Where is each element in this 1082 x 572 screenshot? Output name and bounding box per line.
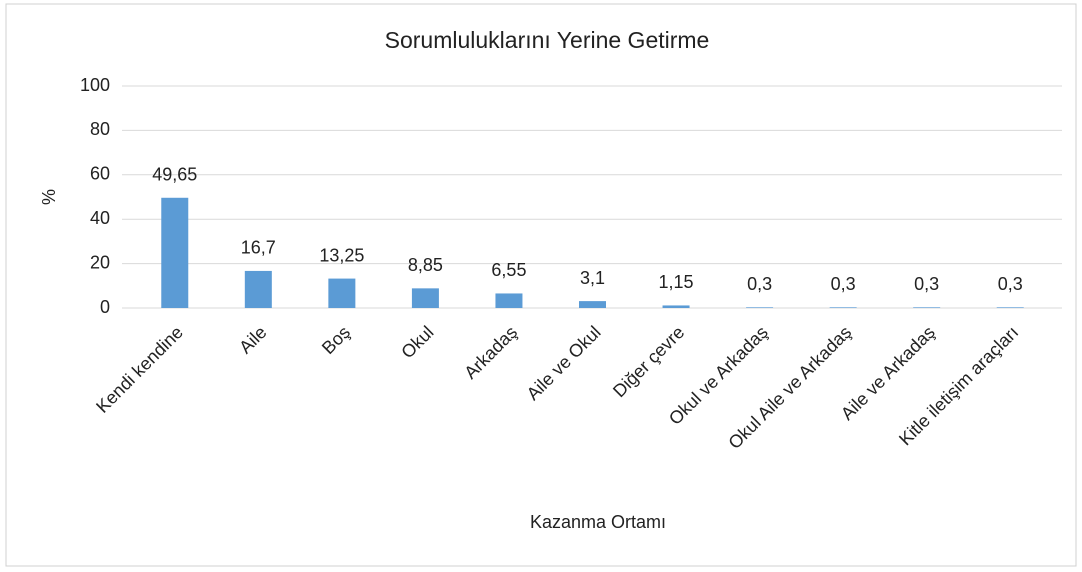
bar [746,307,774,308]
bar [579,301,606,308]
data-label: 16,7 [241,238,276,258]
y-tick-label: 0 [100,297,110,317]
data-label: 0,3 [998,274,1023,294]
bar [996,307,1024,308]
data-label: 13,25 [319,245,364,265]
bar [244,270,272,308]
data-label: 8,85 [408,255,443,275]
bar [829,307,857,308]
y-tick-label: 40 [90,208,110,228]
y-tick-label: 80 [90,119,110,139]
y-tick-label: 60 [90,164,110,184]
data-label: 0,3 [831,274,856,294]
y-tick-label: 20 [90,252,110,272]
y-tick-label: 100 [80,75,110,95]
chart-title: Sorumluluklarını Yerine Getirme [385,27,710,53]
bar [328,278,356,308]
data-label: 0,3 [914,274,939,294]
data-label: 49,65 [152,165,197,185]
bar [161,197,189,308]
y-axis-title: % [39,189,59,205]
bar [662,305,690,308]
bar [411,288,439,308]
bar [913,307,941,308]
data-label: 0,3 [747,274,772,294]
data-label: 3,1 [580,268,605,288]
x-axis-title: Kazanma Ortamı [530,512,666,532]
data-label: 6,55 [491,260,526,280]
bar [495,293,523,308]
data-label: 1,15 [659,272,694,292]
